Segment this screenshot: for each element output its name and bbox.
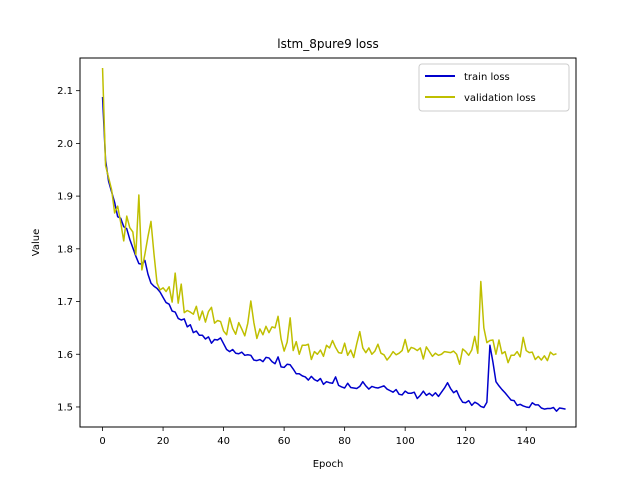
x-tick-label: 0 [99, 436, 105, 447]
legend-label-validation-loss: validation loss [464, 93, 536, 104]
series-layer [101, 67, 566, 412]
y-tick-label: 1.6 [57, 350, 73, 361]
x-tick-label: 60 [278, 436, 291, 447]
series-line-validation-loss [101, 67, 557, 366]
y-axis-label: Value [31, 229, 42, 256]
y-tick-label: 1.9 [57, 192, 73, 203]
x-tick-label: 20 [157, 436, 170, 447]
legend-box [418, 63, 570, 112]
y-axis: 1.5 1.6 1.7 1.8 1.9 2.0 2.1 [57, 86, 80, 413]
x-axis-label: Epoch [313, 459, 344, 470]
y-tick-label: 1.8 [57, 244, 73, 255]
x-axis: 0 20 40 60 80 100 120 140 [99, 427, 536, 447]
y-tick-label: 1.5 [57, 402, 73, 413]
plot-area-frame [79, 57, 577, 428]
x-tick-label: 140 [517, 436, 536, 447]
x-tick-label: 100 [396, 436, 415, 447]
y-tick-label: 2.0 [57, 139, 73, 150]
legend: train loss validation loss [418, 63, 570, 112]
series-line-train-loss [101, 96, 566, 412]
y-tick-label: 2.1 [57, 86, 73, 97]
y-tick-label: 1.7 [57, 297, 73, 308]
x-tick-label: 80 [338, 436, 351, 447]
legend-label-train-loss: train loss [464, 72, 510, 83]
x-tick-label: 40 [217, 436, 230, 447]
x-tick-label: 120 [456, 436, 475, 447]
chart-title: lstm_8pure9 loss [277, 37, 379, 51]
